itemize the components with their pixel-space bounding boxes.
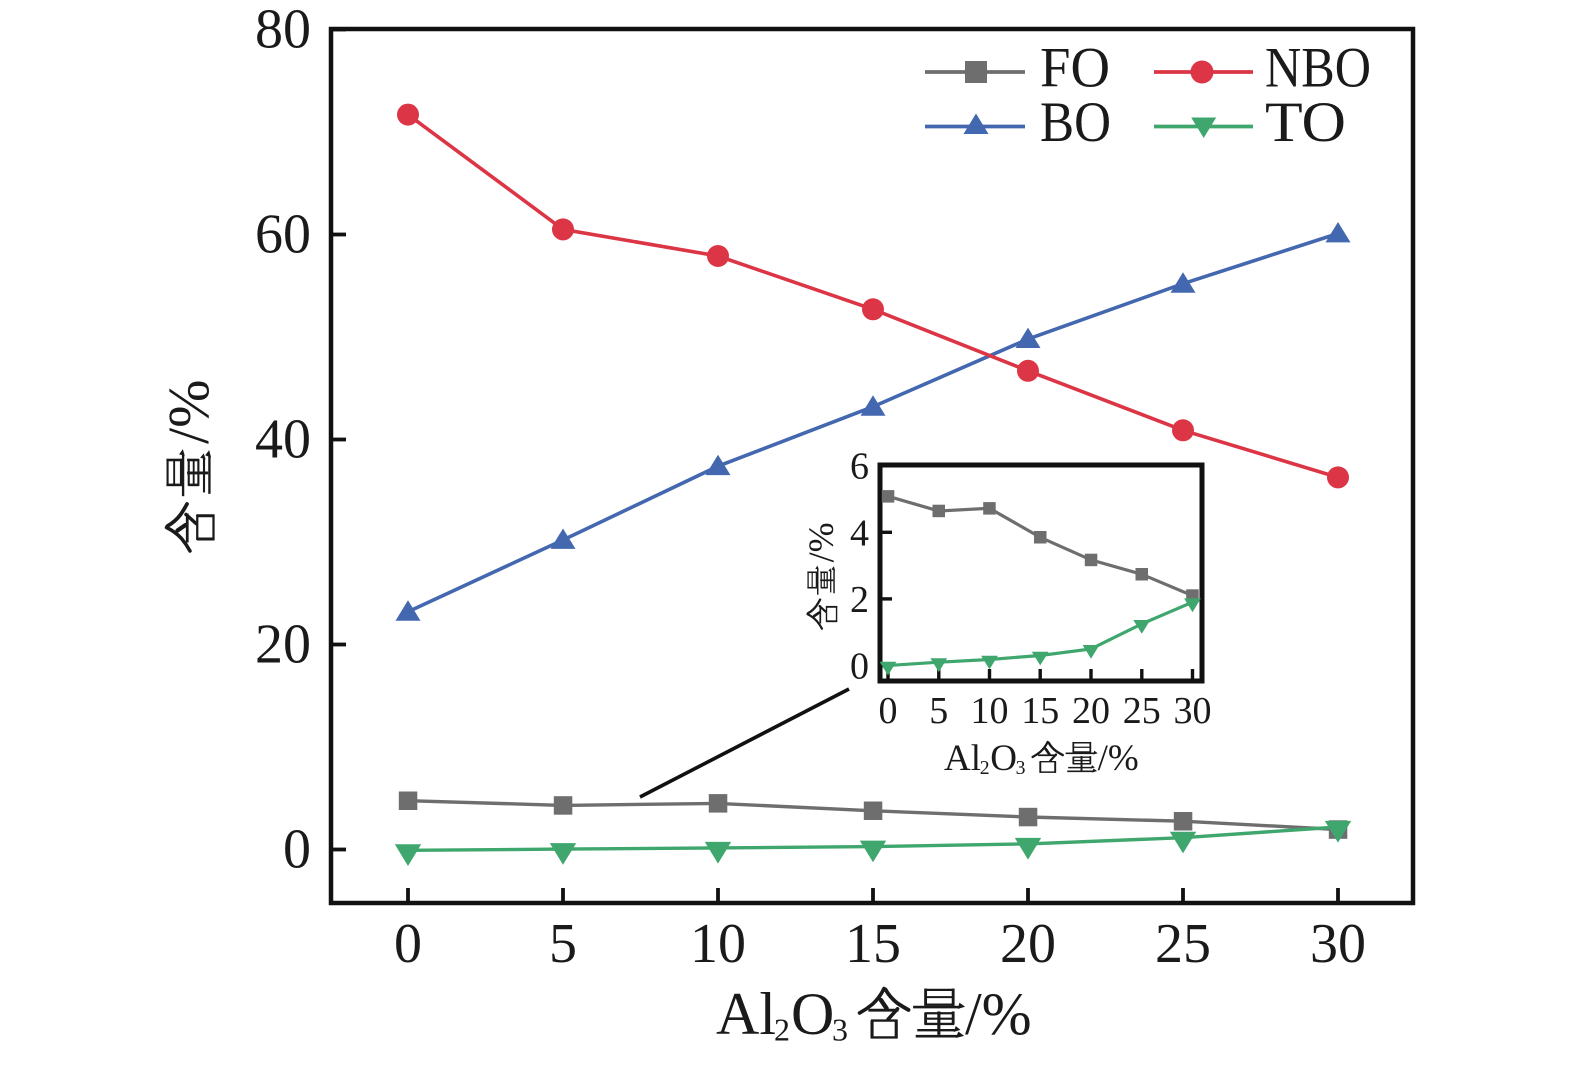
svg-text:10: 10 [690,913,746,975]
svg-text:15: 15 [845,913,901,975]
svg-text:2: 2 [850,579,869,621]
svg-text:0: 0 [394,913,422,975]
svg-text:30: 30 [1174,690,1212,732]
svg-text:40: 40 [255,409,311,471]
svg-text:5: 5 [929,690,948,732]
svg-text:25: 25 [1155,913,1211,975]
svg-text:0: 0 [283,819,311,881]
svg-text:80: 80 [255,0,311,61]
svg-text:20: 20 [1072,690,1110,732]
svg-text:BO: BO [1040,91,1111,154]
svg-text:15: 15 [1021,690,1059,732]
svg-text:25: 25 [1123,690,1161,732]
svg-text:TO: TO [1265,91,1346,154]
svg-text:20: 20 [1000,913,1056,975]
svg-text:FO: FO [1040,37,1110,100]
svg-text:6: 6 [850,446,869,488]
svg-text:10: 10 [971,690,1009,732]
svg-text:20: 20 [255,614,311,676]
svg-text:0: 0 [850,646,869,688]
svg-text:30: 30 [1310,913,1366,975]
svg-text:5: 5 [549,913,577,975]
svg-text:60: 60 [255,204,311,266]
svg-text:0: 0 [879,690,898,732]
svg-text:NBO: NBO [1265,37,1371,100]
svg-text:4: 4 [850,512,869,554]
